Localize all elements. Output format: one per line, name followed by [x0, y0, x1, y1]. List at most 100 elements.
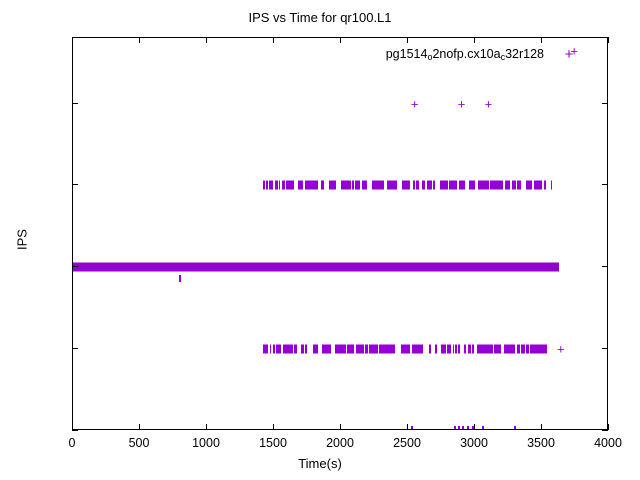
band-segment [352, 180, 355, 190]
band-segment [440, 344, 447, 354]
band-segment [365, 344, 369, 354]
band-segment [428, 344, 431, 354]
band-segment [521, 344, 525, 354]
y-tick-mark-right [602, 184, 608, 186]
band-segment [458, 344, 461, 354]
legend-key-plus-icon: + [564, 46, 574, 63]
data-point [514, 426, 517, 429]
x-tick-label: 4000 [594, 436, 622, 450]
legend-part-1: pg1514 [385, 47, 428, 61]
band-segment [529, 344, 540, 354]
legend-label: pg1514o2nofp.cx10ac32r128 [386, 47, 544, 62]
band-segment [305, 344, 308, 354]
band-segment [433, 180, 436, 190]
legend-part-3: 32r128 [505, 47, 544, 61]
band-segment [356, 344, 364, 354]
band-segment [297, 180, 303, 190]
y-tick-mark [72, 430, 78, 431]
legend-part-2: 2nofp.cx10a [432, 47, 501, 61]
x-tick-label: 2000 [326, 436, 354, 450]
x-tick-mark-top [273, 37, 274, 43]
data-band [73, 262, 560, 272]
data-point [482, 426, 485, 429]
band-segment [401, 180, 411, 190]
x-tick-mark [608, 424, 609, 430]
data-point [461, 426, 464, 429]
x-tick-label: 500 [128, 436, 150, 450]
band-segment [334, 344, 346, 354]
chart-title: IPS vs Time for qr100.L1 [248, 10, 392, 25]
x-tick-mark-top [608, 37, 609, 43]
band-segment [321, 344, 331, 354]
y-tick-mark [72, 266, 78, 268]
band-segment [458, 180, 465, 190]
band-segment [274, 180, 278, 190]
data-point: + [410, 96, 419, 111]
band-segment [427, 180, 433, 190]
legend-sub-1: o [427, 52, 433, 62]
band-segment [469, 180, 475, 190]
plot-data-layer: + + + + + [73, 38, 607, 429]
band-segment [412, 180, 415, 190]
band-segment [490, 180, 503, 190]
band-segment [268, 180, 274, 190]
band-segment [467, 344, 471, 354]
data-point [453, 426, 456, 429]
band-segment [447, 344, 451, 354]
band-segment [534, 180, 543, 190]
x-tick-mark [407, 424, 408, 430]
plot-area: + + + + + [72, 37, 608, 430]
band-segment [448, 180, 458, 190]
data-band [263, 344, 548, 354]
data-point [179, 275, 182, 283]
x-tick-label: 3500 [527, 436, 555, 450]
band-segment [400, 344, 411, 354]
x-tick-mark [206, 424, 207, 430]
band-segment [505, 180, 510, 190]
band-segment [526, 344, 530, 354]
x-tick-mark-top [340, 37, 341, 43]
y-axis-title: IPS [14, 229, 30, 250]
x-tick-mark [72, 424, 73, 430]
band-segment [278, 180, 281, 190]
y-tick-mark-right [602, 266, 608, 268]
band-segment [540, 344, 548, 354]
band-segment [312, 344, 318, 354]
x-tick-label: 3000 [460, 436, 488, 450]
band-segment [455, 344, 457, 354]
band-segment [387, 180, 397, 190]
band-segment [412, 344, 423, 354]
x-tick-mark [340, 424, 341, 430]
band-segment [416, 180, 419, 190]
band-segment [273, 344, 276, 354]
band-segment [340, 180, 352, 190]
band-segment [421, 180, 426, 190]
band-segment [269, 344, 272, 354]
band-segment [282, 180, 285, 190]
band-segment [263, 344, 268, 354]
x-tick-mark [273, 424, 274, 430]
band-segment [283, 344, 293, 354]
x-tick-mark-top [206, 37, 207, 43]
band-segment [472, 344, 474, 354]
band-segment [435, 344, 438, 354]
data-point: + [457, 96, 466, 111]
band-segment [346, 344, 354, 354]
x-tick-label: 0 [68, 436, 76, 450]
band-segment [550, 180, 553, 190]
band-segment [286, 180, 294, 190]
x-axis-title: Time(s) [298, 456, 342, 471]
x-tick-label: 2500 [393, 436, 421, 450]
band-segment [369, 344, 378, 354]
x-tick-mark-top [407, 37, 408, 43]
band-segment [525, 180, 532, 190]
band-segment [371, 180, 384, 190]
data-point [457, 426, 460, 429]
x-tick-mark [474, 424, 475, 430]
band-segment [439, 180, 448, 190]
data-point: + [570, 43, 578, 59]
band-segment [362, 180, 368, 190]
x-tick-mark-top [541, 37, 542, 43]
band-segment [504, 344, 516, 354]
